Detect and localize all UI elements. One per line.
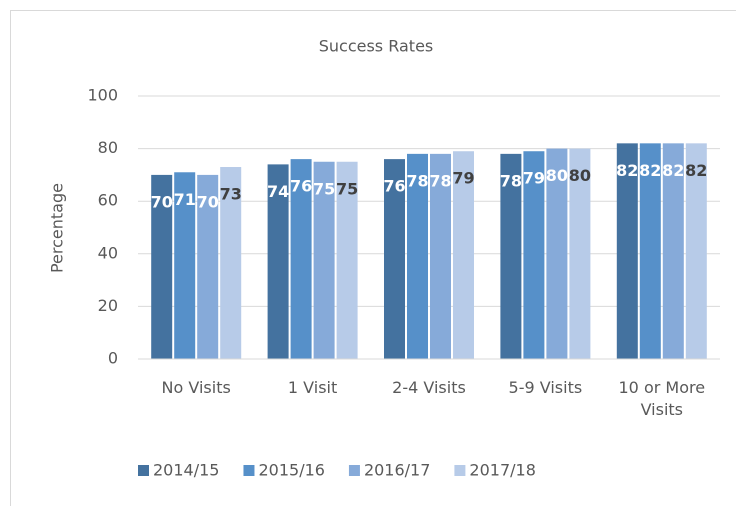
data-label: 75: [313, 179, 335, 198]
data-label: 82: [685, 161, 707, 180]
data-label: 76: [383, 177, 405, 196]
bar: [197, 174, 219, 359]
data-label: 78: [406, 171, 428, 190]
data-label: 82: [639, 161, 661, 180]
legend-label: 2017/18: [469, 461, 535, 480]
legend-swatch: [348, 465, 360, 476]
chart-frame: [10, 10, 736, 506]
x-tick-label: 1 Visit: [287, 378, 338, 397]
bar: [151, 174, 173, 359]
legend-swatch: [243, 465, 255, 476]
data-label: 70: [197, 192, 219, 211]
bar: [523, 151, 545, 359]
legend-label: 2016/17: [364, 461, 430, 480]
data-label: 71: [174, 190, 196, 209]
data-label: 74: [267, 182, 289, 201]
data-label: 75: [336, 179, 358, 198]
data-label: 79: [523, 169, 545, 188]
bar: [616, 143, 638, 359]
bar: [384, 159, 405, 359]
x-tick-label: 5-9 Visits: [508, 378, 583, 397]
data-label: 70: [151, 192, 173, 211]
bar: [430, 153, 451, 359]
y-tick-label: 80: [98, 138, 118, 157]
legend-label: 2015/16: [258, 461, 324, 480]
bar: [546, 148, 568, 359]
data-label: 80: [569, 166, 591, 185]
y-tick-label: 100: [87, 86, 118, 105]
y-tick-label: 0: [108, 349, 118, 368]
bar: [267, 164, 289, 359]
chart-title: Success Rates: [319, 37, 434, 56]
bar: [569, 148, 591, 359]
bar: [220, 167, 242, 359]
data-label: 78: [500, 171, 522, 190]
legend-label: 2014/15: [153, 461, 219, 480]
bar: [453, 151, 474, 359]
data-label: 82: [616, 161, 638, 180]
x-tick-label: 10 or More Visits: [618, 378, 706, 419]
bar: [500, 153, 522, 359]
x-tick-label: 2-4 Visits: [392, 378, 466, 397]
data-label: 79: [452, 169, 474, 188]
bar: [685, 143, 707, 359]
y-tick-label: 20: [98, 296, 118, 315]
bar: [313, 161, 335, 359]
bar: [174, 172, 196, 359]
y-tick-label: 60: [98, 191, 118, 210]
data-label: 76: [290, 177, 312, 196]
bar: [290, 159, 312, 359]
data-label: 73: [220, 185, 242, 204]
legend-swatch: [454, 465, 466, 476]
data-label: 78: [429, 171, 451, 190]
data-label: 82: [662, 161, 684, 180]
bar: [639, 143, 661, 359]
x-tick-label: No Visits: [161, 378, 231, 397]
legend-swatch: [138, 465, 149, 476]
y-tick-label: 40: [98, 243, 118, 262]
bar: [662, 143, 684, 359]
y-axis-label: Percentage: [48, 183, 67, 273]
bar: [336, 161, 358, 359]
bar: [407, 153, 428, 359]
data-label: 80: [546, 166, 568, 185]
